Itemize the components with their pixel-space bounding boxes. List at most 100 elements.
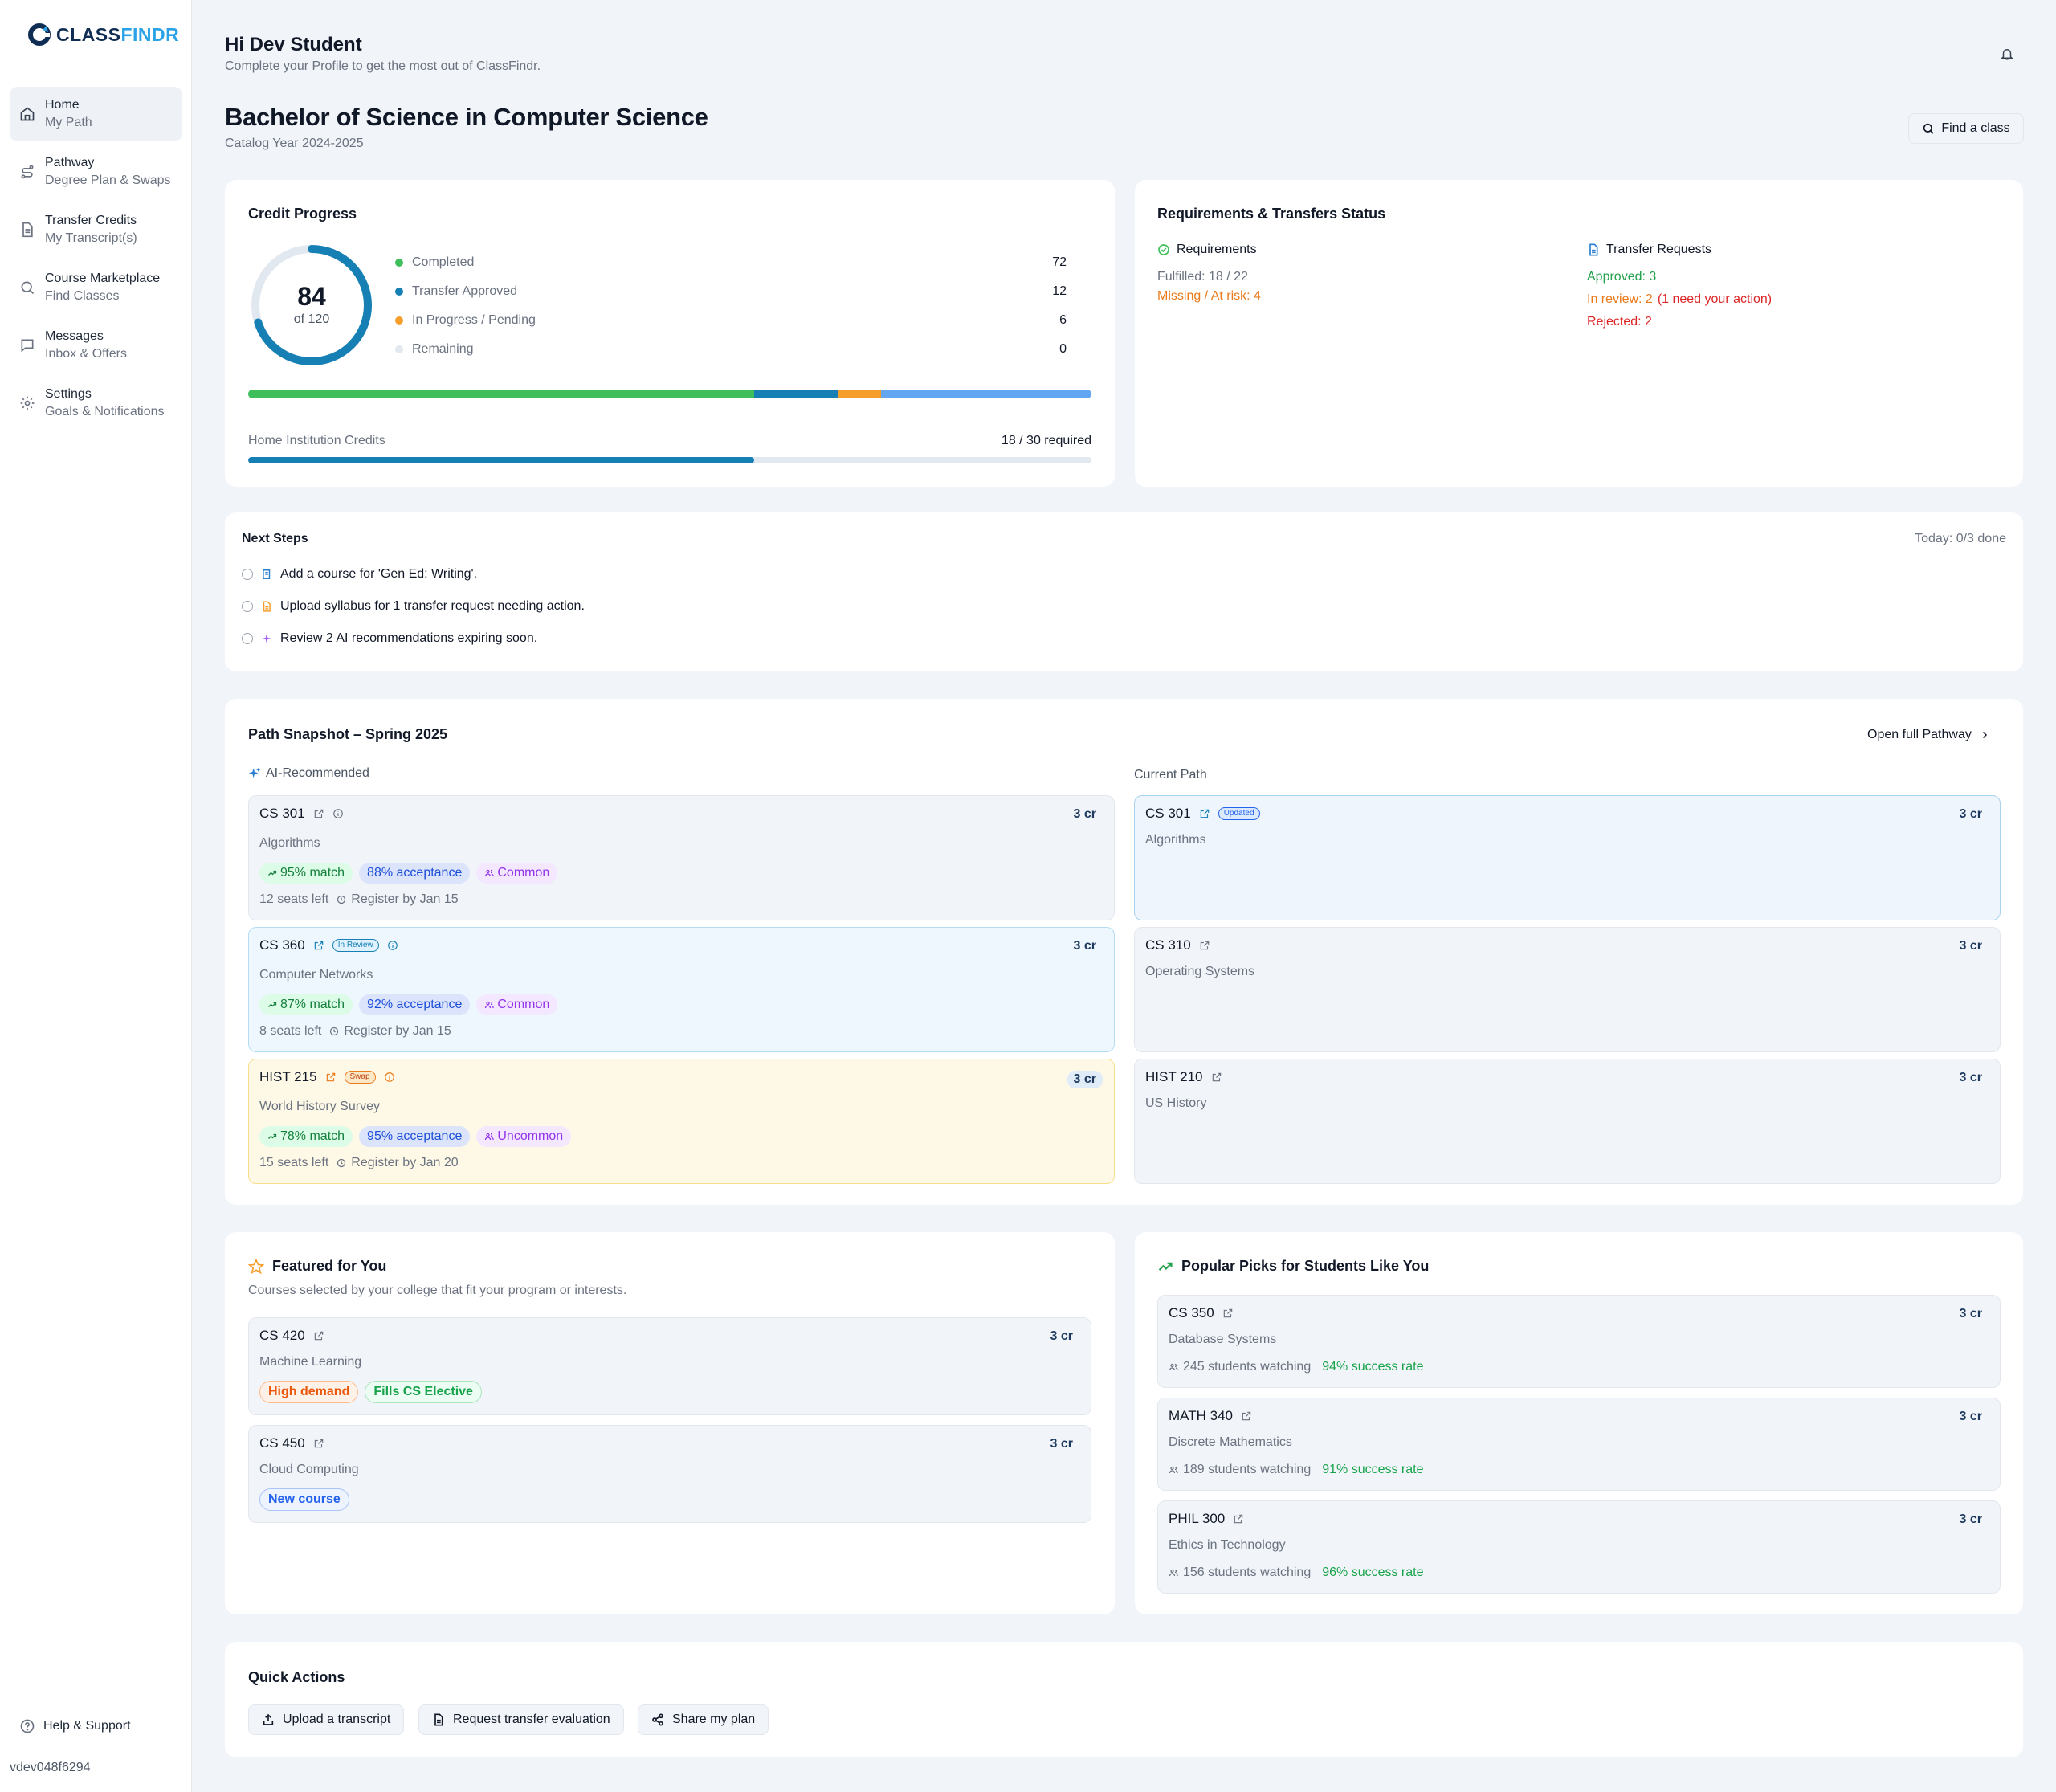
featured-card: Featured for You Courses selected by you…	[225, 1232, 1115, 1614]
course-credits: 3 cr	[1959, 1307, 1982, 1321]
external-link-icon[interactable]	[1199, 940, 1210, 951]
course-code: CS 450	[259, 1435, 305, 1451]
course-name: Computer Networks	[259, 968, 373, 982]
find-class-label: Find a class	[1941, 121, 2010, 135]
sidebar-item-transfer-credits[interactable]: Transfer Credits My Transcript(s)	[10, 202, 182, 257]
credit-bar-segment	[248, 390, 754, 398]
ai-course-card[interactable]: CS 360 In Review 3 cr Computer Networks …	[248, 927, 1115, 1052]
external-link-icon[interactable]	[313, 1438, 324, 1449]
popularity-tag: Common	[476, 863, 558, 884]
find-class-button[interactable]: Find a class	[1908, 113, 2024, 144]
sidebar-item-home[interactable]: Home My Path	[10, 87, 182, 141]
brand-logo[interactable]: CLASSFINDR	[27, 22, 179, 47]
popular-course-card[interactable]: MATH 340 3 cr Discrete Mathematics 189 s…	[1157, 1398, 2001, 1491]
external-link-icon[interactable]	[1222, 1308, 1234, 1319]
requirements-heading: Requirements	[1157, 243, 1257, 257]
external-link-icon[interactable]	[1211, 1072, 1222, 1083]
legend-dot	[395, 259, 403, 267]
external-link-icon[interactable]	[325, 1072, 337, 1083]
course-name: Cloud Computing	[259, 1463, 359, 1476]
updated-badge: Updated	[1218, 807, 1260, 820]
external-link-icon[interactable]	[1241, 1410, 1252, 1422]
sidebar-item-title: Settings	[45, 387, 92, 401]
info-icon[interactable]	[332, 808, 344, 819]
quick-actions-title: Quick Actions	[248, 1669, 345, 1685]
featured-course-card[interactable]: CS 420 3 cr Machine Learning High demand…	[248, 1317, 1091, 1415]
legend-row-transfer-approved: Transfer Approved 12	[395, 282, 1092, 301]
sidebar-item-messages[interactable]: Messages Inbox & Offers	[10, 318, 182, 373]
credit-of-total: of 120	[293, 312, 330, 326]
ai-course-card[interactable]: HIST 215 Swap 3 cr World History Survey …	[248, 1059, 1115, 1184]
help-label: Help & Support	[43, 1719, 131, 1733]
success-rate: 91% success rate	[1322, 1463, 1424, 1476]
external-link-icon[interactable]	[1199, 808, 1210, 819]
search-icon	[1923, 123, 1934, 134]
step-checkbox[interactable]	[242, 633, 253, 644]
share-plan-button[interactable]: Share my plan	[638, 1704, 769, 1735]
step-checkbox[interactable]	[242, 569, 253, 580]
bell-icon[interactable]	[2000, 47, 2014, 61]
next-step-item[interactable]: Upload syllabus for 1 transfer request n…	[242, 599, 585, 614]
users-icon	[1169, 1363, 1178, 1371]
current-course-card[interactable]: CS 301 Updated 3 cr Algorithms	[1134, 795, 2001, 920]
open-pathway-link[interactable]: Open full Pathway	[1867, 728, 1989, 742]
transfer-requests-heading: Transfer Requests	[1587, 243, 1711, 257]
external-link-icon[interactable]	[1233, 1513, 1244, 1525]
external-link-icon[interactable]	[313, 940, 324, 951]
legend-row-remaining: Remaining 0	[395, 340, 1092, 359]
sidebar-item-title: Course Marketplace	[45, 271, 161, 285]
ai-recommended-heading: AI-Recommended	[248, 766, 369, 781]
featured-course-card[interactable]: CS 450 3 cr Cloud Computing New course	[248, 1425, 1091, 1523]
users-icon	[485, 1001, 495, 1009]
sidebar-item-course-marketplace[interactable]: Course Marketplace Find Classes	[10, 260, 182, 315]
path-snapshot-card: Path Snapshot – Spring 2025 Open full Pa…	[225, 699, 2023, 1205]
transfer-action-link[interactable]: (1 need your action)	[1657, 292, 1772, 306]
popularity-tag: Common	[476, 994, 558, 1015]
gear-icon	[20, 396, 35, 410]
current-path-heading: Current Path	[1134, 768, 1207, 782]
quick-actions-card: Quick Actions Upload a transcript Reques…	[225, 1642, 2023, 1757]
info-icon[interactable]	[384, 1072, 395, 1083]
help-support-link[interactable]: Help & Support	[19, 1718, 131, 1734]
acceptance-tag: 88% acceptance	[359, 863, 471, 884]
next-step-item[interactable]: Review 2 AI recommendations expiring soo…	[242, 631, 537, 646]
document-icon	[22, 222, 33, 238]
help-icon	[20, 1719, 35, 1733]
search-icon	[21, 281, 35, 295]
course-name: Discrete Mathematics	[1169, 1435, 1292, 1449]
legend-value: 72	[1052, 255, 1067, 269]
upload-icon	[263, 1713, 274, 1725]
next-step-item[interactable]: Add a course for 'Gen Ed: Writing'.	[242, 567, 477, 582]
course-name: Operating Systems	[1145, 965, 1255, 978]
credit-total: 84	[297, 282, 326, 311]
legend-row-in-progress: In Progress / Pending 6	[395, 311, 1092, 330]
current-course-card[interactable]: CS 310 3 cr Operating Systems	[1134, 927, 2001, 1052]
sidebar-item-settings[interactable]: Settings Goals & Notifications	[10, 376, 182, 431]
credit-stacked-bar	[248, 390, 1091, 398]
info-icon[interactable]	[387, 940, 398, 951]
current-course-card[interactable]: HIST 210 3 cr US History	[1134, 1059, 2001, 1184]
sidebar-item-pathway[interactable]: Pathway Degree Plan & Swaps	[10, 145, 182, 199]
home-icon	[20, 107, 35, 121]
home-credits-label: Home Institution Credits	[248, 434, 386, 447]
next-steps-card: Next Steps Today: 0/3 done Add a course …	[225, 512, 2023, 671]
popular-course-card[interactable]: PHIL 300 3 cr Ethics in Technology 156 s…	[1157, 1500, 2001, 1594]
route-icon	[21, 165, 34, 179]
legend-label: Transfer Approved	[412, 284, 518, 298]
course-credits: 3 cr	[1050, 1329, 1073, 1343]
swap-badge: Swap	[344, 1071, 376, 1084]
external-link-icon[interactable]	[313, 808, 324, 819]
sidebar-item-subtitle: My Path	[45, 116, 92, 129]
check-circle-icon	[1158, 244, 1169, 255]
requirements-card: Requirements & Transfers Status Requirem…	[1135, 180, 2023, 487]
course-credits: 3 cr	[1959, 1512, 1982, 1526]
in-review-badge: In Review	[332, 939, 379, 952]
upload-transcript-button[interactable]: Upload a transcript	[248, 1704, 405, 1735]
ai-course-card[interactable]: CS 301 3 cr Algorithms 95% match 88% acc…	[248, 795, 1115, 920]
request-evaluation-button[interactable]: Request transfer evaluation	[418, 1704, 624, 1735]
sidebar-item-subtitle: Find Classes	[45, 289, 120, 303]
popular-course-card[interactable]: CS 350 3 cr Database Systems 245 student…	[1157, 1295, 2001, 1388]
students-watching: 156 students watching	[1183, 1565, 1312, 1579]
step-checkbox[interactable]	[242, 601, 253, 612]
external-link-icon[interactable]	[313, 1330, 324, 1341]
